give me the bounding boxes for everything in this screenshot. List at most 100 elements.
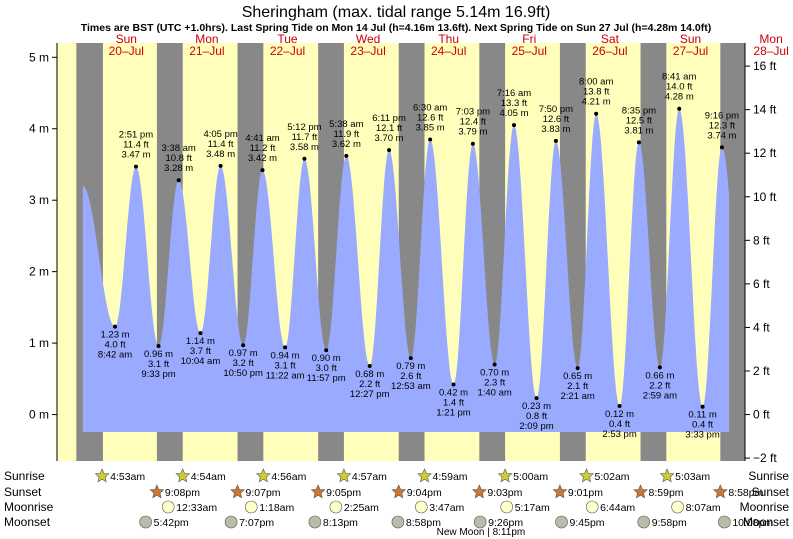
low-tide-label: 2.2 ft [359,379,380,390]
high-tide-label: 14.0 ft [666,82,693,93]
low-tide-label: 0.65 m [563,371,592,382]
right-tick-label: 0 ft [753,408,770,422]
right-tick-label: 10 ft [753,190,777,204]
sunrise-time: 5:03am [675,471,710,483]
moonset-icon [391,515,405,529]
high-tide-point [636,140,641,145]
high-tide-label: 9:16 pm [705,110,739,121]
high-tide-label: 3.85 m [416,122,445,133]
high-tide-label: 3:38 am [162,143,196,154]
moonrise-icon [244,500,258,514]
high-tide-label: 2:51 pm [119,130,153,141]
high-tide-point [302,156,307,161]
moonset-time: 8:13pm [323,517,358,529]
high-tide-label: 3.47 m [121,150,150,161]
low-tide-label: 0.79 m [396,361,425,372]
right-tick-label: 2 ft [753,364,770,378]
left-tick-label: 1 m [29,336,49,350]
low-tide-label: 3.2 ft [233,358,254,369]
low-tide-label: 0.66 m [645,370,674,381]
sunset-time: 8:58pm [728,487,763,499]
high-tide-point [677,106,682,111]
high-tide-label: 7:16 am [497,88,531,99]
day-date: 23–Jul [350,44,385,58]
sunset-time: 9:04pm [407,487,442,499]
sunrise-time: 4:53am [110,471,145,483]
low-tide-label: 1.4 ft [443,398,464,409]
high-tide-label: 3.28 m [164,163,193,174]
high-tide-point [260,168,265,173]
low-tide-point [575,366,580,371]
low-tide-label: 3:33 pm [685,430,719,441]
row-label-left: Moonrise [4,500,54,514]
moonset-time: 9:45pm [570,517,605,529]
moonrise-time: 3:47am [429,502,464,514]
high-tide-label: 12.6 ft [543,114,570,125]
sunset-time: 8:59pm [649,487,684,499]
high-tide-label: 4:41 am [245,133,279,144]
moonrise-icon [500,500,514,514]
high-tide-label: 11.9 ft [333,129,359,140]
low-tide-point [156,343,161,348]
high-tide-label: 4.28 m [665,92,694,103]
sunrise-time: 5:02am [595,471,630,483]
high-tide-label: 6:30 am [413,102,447,113]
row-label-right: Sunset [752,485,790,499]
moonrise-time: 2:25am [344,502,379,514]
day-name: Fri [522,32,536,46]
sunset-time: 9:01pm [568,487,603,499]
sunset-time: 9:05pm [326,487,361,499]
low-tide-label: 1:40 am [477,388,511,399]
right-tick-label: 14 ft [753,103,777,117]
day-headers: Sun20–JulMon21–JulTue22–JulWed23–JulThu2… [109,32,789,58]
high-tide-label: 13.3 ft [501,98,528,109]
row-label-left: Sunset [4,485,42,499]
high-tide-point [133,164,138,169]
sunset-time: 9:03pm [487,487,522,499]
row-label-left: Sunrise [4,469,45,483]
day-name: Sun [680,32,701,46]
sunset-icon [633,484,648,499]
low-tide-label: 0.68 m [355,369,384,380]
moonrise-time: 1:18am [259,502,294,514]
day-name: Mon [195,32,218,46]
axes: 0 m 1 m 2 m 3 m 4 m 5 m −2 ft 0 ft 2 ft 4 ft 6 ft 8… [29,43,777,465]
low-tide-label: 0.42 m [439,388,468,399]
high-tide-label: 6:11 pm [372,113,406,124]
low-tide-label: 8:42 am [98,350,132,361]
day-date: 21–Jul [189,44,224,58]
high-tide-label: 12.6 ft [417,112,444,123]
moonrise-icon [329,500,343,514]
row-label-right: Moonset [743,515,790,529]
high-tide-point [511,123,516,128]
right-tick-label: 4 ft [753,320,770,334]
high-tide-label: 12.4 ft [460,117,487,128]
high-tide-label: 5:38 am [329,119,363,130]
low-tide-label: 0.23 m [522,401,551,412]
moonrise-icon [161,500,175,514]
sunrise-icon [94,468,110,483]
high-tide-label: 4.21 m [582,97,611,108]
low-tide-label: 0.11 m [688,410,716,421]
day-name: Sat [601,32,620,46]
moon-phase-label: New Moon | 8:11pm [437,527,526,538]
high-tide-label: 4:05 pm [203,129,237,140]
low-tide-point [367,363,372,368]
right-tick-label: 8 ft [753,233,770,247]
moonset-icon [473,515,487,529]
low-tide-point [283,345,288,350]
low-tide-label: 0.90 m [312,353,341,364]
low-tide-label: 3.7 ft [190,346,211,357]
day-date: 24–Jul [431,44,466,58]
day-name: Sun [116,32,137,46]
left-tick-label: 5 m [29,50,49,64]
right-tick-label: 16 ft [753,59,777,73]
low-tide-label: 2.2 ft [649,380,670,391]
moonset-time: 7:07pm [239,517,274,529]
low-tide-label: 2.6 ft [400,371,421,382]
high-tide-point [344,153,349,158]
high-tide-label: 3.42 m [248,153,277,164]
sunset-icon [149,484,165,499]
high-tide-label: 3.48 m [206,149,235,160]
